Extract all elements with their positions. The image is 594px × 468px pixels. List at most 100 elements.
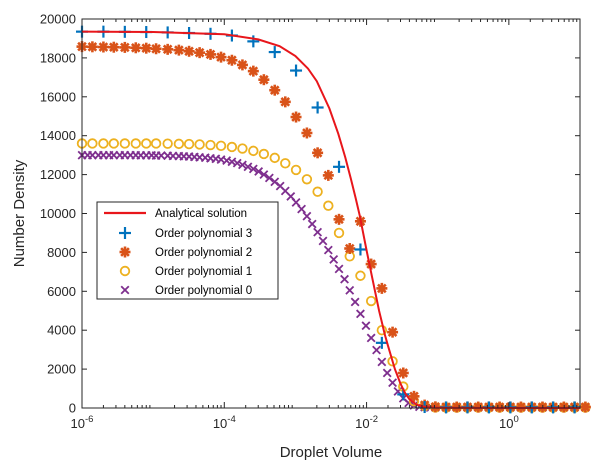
x-tick-label-base-1: 10 [213,416,227,431]
x-tick-label-exp-2: -2 [370,414,378,425]
order-polynomial-2-point-24 [333,213,345,225]
order-polynomial-1-point-15 [237,143,248,154]
order-polynomial-2-point-6 [140,42,152,54]
order-polynomial-1-point-10 [183,138,195,150]
legend-label-order-polynomial-2: Order polynomial 2 [155,247,252,259]
order-polynomial-2-point-5 [130,42,142,54]
order-polynomial-1-point-3 [108,138,120,149]
y-tick-label-3: 6000 [47,284,76,299]
order-polynomial-1-point-1 [87,138,98,149]
y-tick-label-10: 20000 [40,12,76,27]
order-polynomial-0-point-50 [345,285,355,295]
legend: Analytical solution Order polynomial 3 Ord… [96,201,279,300]
x-tick-label-exp-0: -6 [85,414,93,425]
order-polynomial-1-point-22 [312,186,323,197]
order-polynomial-0-point-42 [302,211,312,221]
order-polynomial-1-point-11 [194,139,205,150]
order-polynomial-0-point-52 [356,309,365,319]
y-tick-label-9: 18000 [40,50,76,65]
order-polynomial-0-point-29 [232,158,242,168]
order-polynomial-3-point-14 [375,336,388,349]
order-polynomial-2-point-15 [236,59,248,71]
order-polynomial-2-point-7 [150,43,162,55]
x-tick-label-base-3: 10 [499,416,513,431]
order-polynomial-0-point-41 [297,204,307,214]
x-tick-label-3: 100 [499,414,519,431]
y-tick-label-1: 2000 [47,362,76,377]
legend-swatch-order-polynomial-0 [120,285,130,295]
order-polynomial-2-point-25 [344,243,356,255]
order-polynomial-2-point-31 [408,390,420,402]
order-polynomial-0-point-51 [350,297,360,307]
legend-item-order-polynomial-3: Order polynomial 3 [119,227,252,240]
y-tick-label-5: 10000 [40,206,76,221]
y-tick-label-8: 16000 [40,89,76,104]
legend-label-order-polynomial-0: Order polynomial 0 [155,285,252,297]
order-polynomial-0-point-33 [254,167,264,176]
order-polynomial-0-point-49 [340,274,349,284]
order-polynomial-2-point-11 [194,47,206,59]
order-polynomial-2-point-30 [397,367,409,379]
y-tick-label-0: 0 [69,401,76,416]
tick-labels: 0 2000 4000 6000 8000 10000 12000 14000 16000 180… [40,12,519,432]
order-polynomial-0-point-30 [238,160,247,170]
order-polynomial-0-point-58 [388,378,398,388]
order-polynomial-1-point-17 [258,148,270,160]
order-polynomial-3-point-12 [333,160,346,173]
order-polynomial-0-point-48 [334,264,344,274]
order-polynomial-0-point-57 [382,368,392,378]
x-axis-label: Droplet Volume [280,444,383,461]
order-polynomial-1-point-21 [301,174,313,185]
order-polynomial-1-point-24 [333,227,345,239]
order-polynomial-1-point-4 [119,138,131,149]
legend-item-order-polynomial-0: Order polynomial 0 [120,285,252,297]
legend-item-order-polynomial-2: Order polynomial 2 [119,246,252,259]
order-polynomial-2-point-23 [322,169,334,181]
order-polynomial-1-point-16 [248,145,259,157]
x-tick-label-exp-3: 0 [513,414,518,425]
order-polynomial-0-point-32 [248,164,258,174]
y-tick-label-4: 8000 [47,245,76,260]
x-tick-label-base-2: 10 [355,416,369,431]
order-polynomial-2-point-2 [97,41,109,53]
y-tick-label-7: 14000 [40,128,76,143]
order-polynomial-2-point-21 [301,127,313,139]
order-polynomial-0-point-34 [259,170,269,180]
series-analytical-solution-line [81,30,580,409]
order-polynomial-1-point-14 [226,141,238,153]
order-polynomial-2-point-47 [579,401,591,413]
order-polynomial-0-point-55 [372,345,381,355]
legend-label-order-polynomial-1: Order polynomial 1 [155,266,252,278]
order-polynomial-0-point-56 [377,357,387,367]
order-polynomial-2-point-18 [269,84,281,96]
y-axis-label: Number Density [11,159,28,267]
order-polynomial-2-point-8 [162,43,174,55]
order-polynomial-1-point-8 [162,138,173,149]
order-polynomial-2-point-1 [86,41,98,53]
order-polynomial-3-point-10 [290,64,303,77]
legend-items: Analytical solution Order polynomial 3 Ord… [104,208,252,297]
order-polynomial-0-point-31 [243,162,253,172]
order-polynomial-1-point-9 [173,138,185,150]
legend-label-order-polynomial-3: Order polynomial 3 [155,228,252,240]
x-tick-label-1: 10-4 [213,414,236,431]
order-polynomial-3-point-13 [354,243,367,256]
order-polynomial-1-point-2 [98,138,109,149]
legend-label-analytical-solution: Analytical solution [155,208,247,220]
order-polynomial-2-point-20 [290,111,302,123]
x-tick-label-base-0: 10 [71,416,85,431]
x-tick-label-2: 10-2 [355,414,378,431]
order-polynomial-0-point-53 [361,321,371,331]
order-polynomial-0-point-54 [366,333,376,343]
order-polynomial-0-point-47 [329,254,339,264]
order-polynomial-2-point-19 [279,96,291,108]
order-polynomial-0-point-45 [318,236,328,246]
order-polynomial-0-point-35 [264,173,274,183]
order-polynomial-1-point-20 [290,164,302,176]
order-polynomial-2-point-12 [204,48,216,60]
order-polynomial-0-point-44 [313,227,323,237]
tick-marks [81,18,580,409]
order-polynomial-2-point-29 [387,326,399,338]
y-tick-label-6: 12000 [40,167,76,182]
order-polynomial-1-point-6 [141,138,152,149]
